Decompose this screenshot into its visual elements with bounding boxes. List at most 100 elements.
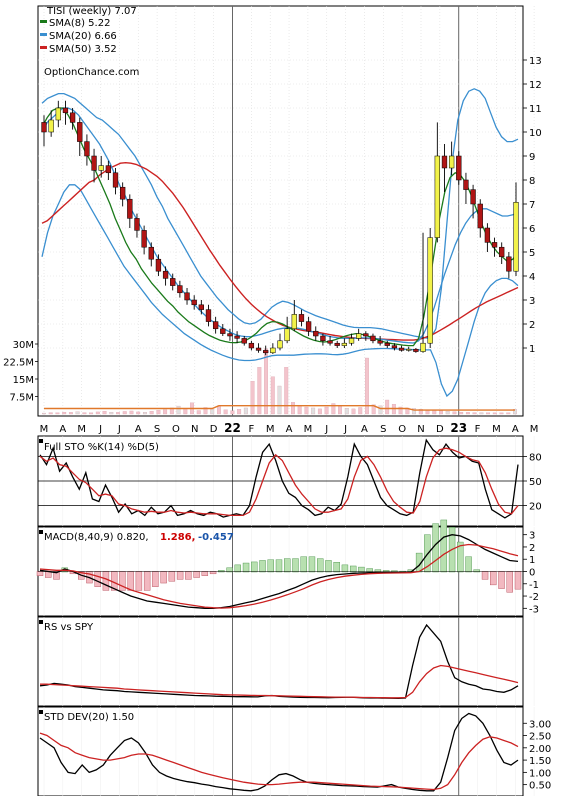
rs-title: RS vs SPY: [44, 622, 94, 633]
macd-histogram-bar: [300, 556, 307, 573]
volume-bar: [129, 410, 134, 415]
candle-body: [484, 227, 491, 243]
candle-body: [48, 119, 54, 133]
volume-bar: [102, 411, 107, 415]
macd-histogram-bar: [317, 558, 324, 573]
stoch-title: Full STO %K(14) %D(5): [44, 442, 159, 453]
candle-body: [448, 155, 455, 169]
volume-bar: [492, 412, 497, 415]
macd-histogram-bar: [333, 562, 340, 573]
stoch-series-line: [39, 447, 519, 517]
volume-bar: [250, 381, 255, 415]
macd-histogram-bar: [366, 568, 373, 573]
legend-entry: SMA(20) 6.66: [49, 31, 117, 42]
candle-body: [270, 347, 276, 354]
volume-bar: [109, 411, 114, 415]
legend-swatch: [40, 33, 47, 36]
candle-body: [148, 246, 154, 260]
candle-body: [191, 299, 197, 306]
x-tick-label: D: [210, 424, 218, 435]
volume-bar: [459, 411, 464, 415]
volume-bar: [344, 408, 349, 415]
candle-body: [370, 335, 376, 342]
candle-body: [334, 342, 340, 346]
legend-entry: SMA(50) 3.52: [49, 44, 117, 55]
volume-bar: [89, 412, 94, 415]
candle-body: [255, 347, 262, 351]
sma50-line: [41, 161, 519, 341]
volume-bar: [358, 407, 363, 415]
x-tick-label: J: [343, 424, 347, 435]
volume-bar: [432, 410, 437, 415]
candle-body: [141, 230, 147, 248]
candle-body: [205, 309, 212, 322]
candle-body: [127, 198, 133, 219]
x-tick-label: D: [436, 424, 444, 435]
volume-bar: [452, 411, 457, 415]
candle-body: [277, 340, 283, 349]
macd-histogram-bar: [152, 571, 159, 587]
x-tick-label: M: [77, 424, 86, 435]
x-tick-label: J: [117, 424, 121, 435]
candle-body: [434, 155, 440, 238]
macd-legend-swatch: [39, 530, 43, 534]
x-tick-label: A: [135, 424, 142, 435]
macd-title: MACD(8,40,9) 0.820,: [44, 532, 149, 543]
x-tick-label: J: [98, 424, 102, 435]
volume-bar: [385, 399, 390, 415]
candle-body: [184, 292, 190, 301]
volume-bar: [203, 407, 208, 415]
x-tick-label: F: [248, 424, 254, 435]
candle-body: [356, 333, 362, 339]
macd-histogram-value: -0.457: [198, 532, 234, 543]
volume-bar: [196, 410, 201, 415]
candle-body: [427, 237, 433, 344]
x-tick-label: M: [492, 424, 501, 435]
macd-series-line: [39, 543, 519, 609]
candle-body: [491, 242, 498, 248]
macd-histogram-bar: [218, 570, 225, 573]
macd-histogram-bar: [275, 559, 283, 573]
candle-body: [499, 246, 505, 258]
candle-body: [220, 328, 226, 334]
volume-bar: [297, 405, 302, 415]
volume-bar: [223, 409, 228, 415]
x-tick-label: F: [475, 424, 481, 435]
volume-bar: [230, 410, 235, 415]
macd-histogram-bar: [185, 571, 192, 580]
candle-body: [291, 314, 297, 330]
std-tick-label: 1.00: [529, 768, 551, 779]
candle-body: [177, 285, 183, 294]
macd-tick-label: 1: [529, 555, 535, 566]
std-title: STD DEV(20) 1.50: [44, 712, 134, 723]
macd-histogram-bar: [473, 569, 480, 573]
watermark: OptionChance.com: [44, 67, 139, 78]
macd-histogram-bar: [514, 571, 522, 590]
candle-body: [298, 314, 305, 322]
candle-body: [377, 340, 383, 344]
volume-bar: [331, 403, 336, 415]
volume-bar: [156, 410, 161, 415]
candle-body: [420, 342, 426, 352]
macd-histogram-bar: [374, 569, 382, 573]
stoch-tick-label: 50: [529, 477, 542, 488]
volume-bar: [472, 412, 477, 415]
macd-histogram-bar: [465, 556, 472, 573]
candle-body: [162, 270, 169, 279]
candle-body: [456, 155, 462, 181]
y-tick-label: 13: [529, 56, 542, 67]
candle-body: [470, 189, 476, 205]
candle-body: [384, 342, 390, 346]
volume-bar: [82, 412, 87, 415]
volume-bar: [365, 357, 369, 415]
volume-bar: [465, 412, 470, 415]
volume-bar: [270, 376, 275, 415]
macd-histogram-bar: [251, 561, 258, 573]
volume-tick-label: 7.5M: [9, 393, 34, 404]
y-tick-label: 5: [529, 248, 535, 259]
macd-signal-value: 1.286,: [160, 532, 195, 543]
volume-bar: [506, 412, 511, 415]
volume-bar: [75, 411, 80, 415]
volume-bar: [55, 412, 60, 415]
